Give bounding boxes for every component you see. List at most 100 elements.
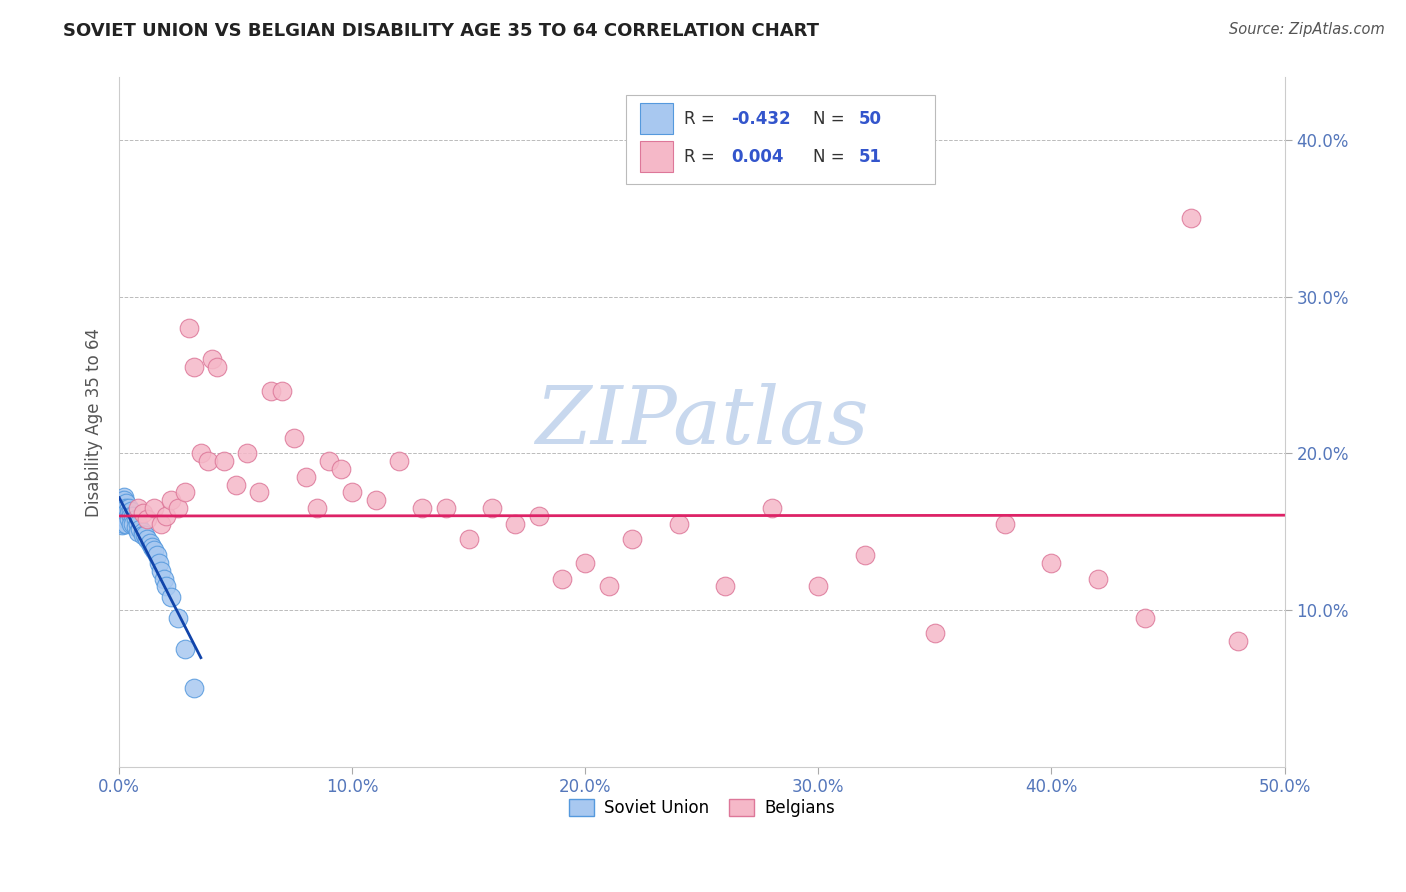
Point [145,548,167,562]
Point [364,493,387,508]
Point [152,572,174,586]
Point [1226,634,1249,648]
Point [1133,611,1156,625]
Point [136,512,159,526]
Point [110,496,132,510]
Point [173,642,195,657]
Point [551,572,574,586]
Point [714,579,737,593]
Point [1087,572,1109,586]
Point [131,506,153,520]
Text: Source: ZipAtlas.com: Source: ZipAtlas.com [1229,22,1385,37]
Text: ZIPatlas: ZIPatlas [536,384,869,461]
Point [134,528,156,542]
Point [110,502,132,516]
Point [143,543,166,558]
Point [620,533,643,547]
Point [434,501,457,516]
Point [155,579,177,593]
Point [173,485,195,500]
Text: 51: 51 [859,148,882,166]
Point [761,501,783,516]
Point [122,508,145,523]
Point [329,462,352,476]
Point [112,512,135,526]
Point [598,579,620,593]
Point [120,508,142,523]
Point [141,541,163,555]
Point [115,501,138,516]
Point [110,493,132,508]
Text: R =: R = [685,148,720,166]
Point [527,508,550,523]
Point [112,516,135,531]
Point [271,384,294,398]
Point [110,506,132,520]
Point [807,579,830,593]
Point [307,501,329,516]
Point [127,516,149,531]
Point [457,533,479,547]
Point [212,454,235,468]
Point [505,516,527,531]
Point [110,518,132,533]
Point [115,506,138,520]
Point [179,321,201,335]
Text: -0.432: -0.432 [731,110,790,128]
Point [853,548,876,562]
Text: SOVIET UNION VS BELGIAN DISABILITY AGE 35 TO 64 CORRELATION CHART: SOVIET UNION VS BELGIAN DISABILITY AGE 3… [63,22,820,40]
Legend: Soviet Union, Belgians: Soviet Union, Belgians [562,792,842,823]
Text: N =: N = [813,148,849,166]
FancyBboxPatch shape [640,103,672,135]
Point [115,516,138,531]
Point [1040,556,1063,570]
Point [150,564,173,578]
FancyBboxPatch shape [640,141,672,172]
Text: R =: R = [685,110,720,128]
Point [115,512,138,526]
Point [236,446,259,460]
Point [481,501,503,516]
Point [1180,211,1202,226]
FancyBboxPatch shape [626,95,935,185]
Point [112,493,135,508]
Point [112,501,135,516]
Point [136,533,159,547]
Point [110,515,132,529]
Point [120,504,142,518]
Point [225,477,247,491]
Point [120,516,142,531]
Point [112,508,135,523]
Point [148,556,170,570]
Point [190,446,212,460]
Point [150,516,173,531]
Point [124,520,146,534]
Point [129,521,152,535]
Point [183,681,205,696]
Point [924,626,946,640]
Point [155,508,177,523]
Point [143,501,166,516]
Point [283,431,305,445]
Text: N =: N = [813,110,849,128]
Point [131,524,153,539]
Point [117,506,139,520]
Point [131,528,153,542]
Point [166,501,188,516]
Point [205,360,228,375]
Point [110,508,132,523]
Point [115,496,138,510]
Point [342,485,364,500]
Point [112,490,135,504]
Point [127,524,149,539]
Point [110,500,132,514]
Point [574,556,596,570]
Point [117,512,139,526]
Point [127,501,149,516]
Point [411,501,433,516]
Point [388,454,411,468]
Y-axis label: Disability Age 35 to 64: Disability Age 35 to 64 [86,327,103,516]
Point [994,516,1017,531]
Point [183,360,205,375]
Point [138,535,160,549]
